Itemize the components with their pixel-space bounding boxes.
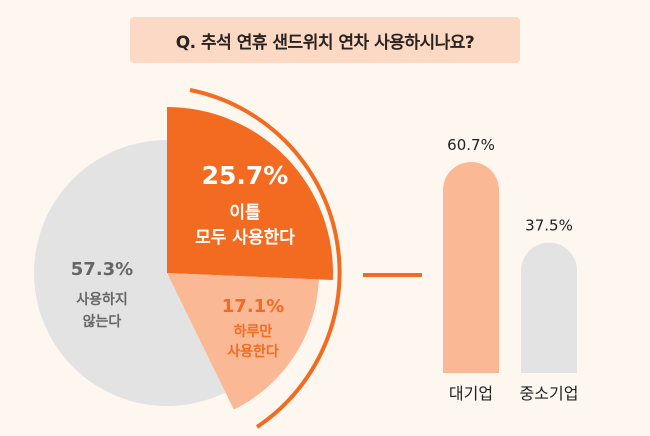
slice-value-label: 17.1% (222, 296, 284, 317)
pie-slice-1 (167, 273, 319, 410)
slice-label: 모두 사용한다 (195, 228, 295, 248)
slice-value-label: 25.7% (202, 161, 289, 190)
slice-label: 하루만 (234, 323, 273, 340)
bar-value-label: 60.7% (447, 136, 495, 154)
bar-category-label: 대기업 (449, 384, 493, 403)
slice-label: 않는다 (83, 313, 122, 330)
pie-slice-0 (167, 107, 333, 281)
bracket-arc (189, 88, 342, 429)
slice-label: 이틀 (229, 203, 261, 223)
bar-0 (443, 162, 499, 373)
bar-category-label: 중소기업 (520, 384, 579, 403)
pie-slice-2 (34, 140, 226, 407)
slice-value-label: 57.3% (71, 259, 133, 280)
bar-value-label: 37.5% (525, 217, 573, 235)
bar-1 (521, 242, 577, 373)
slice-label: 사용하지 (76, 291, 128, 308)
chart-title: Q. 추석 연휴 샌드위치 연차 사용하시나요? (175, 32, 475, 53)
slice-label: 사용한다 (227, 344, 279, 360)
title-box: Q. 추석 연휴 샌드위치 연차 사용하시나요? (130, 17, 520, 63)
